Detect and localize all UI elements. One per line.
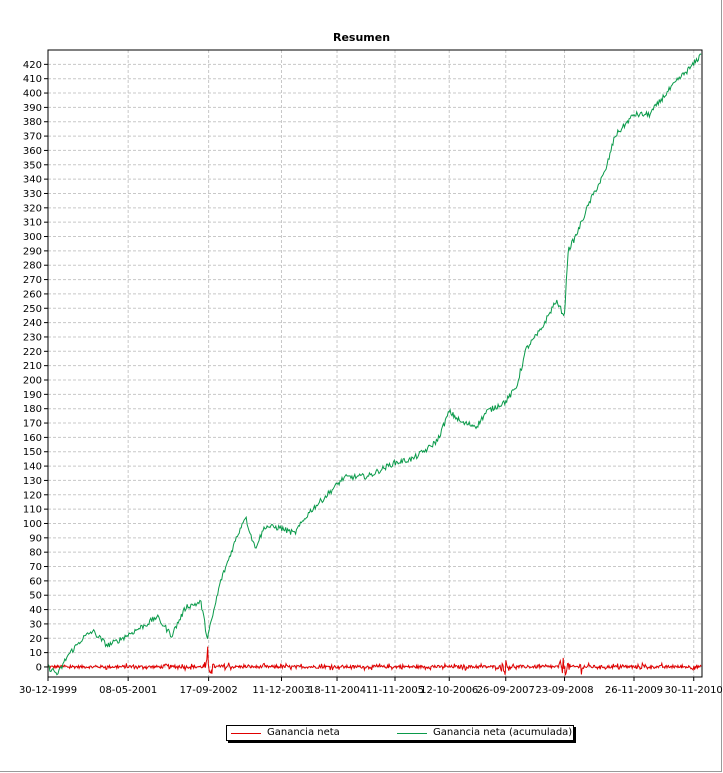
legend-label-ganancia-neta: Ganancia neta xyxy=(267,727,340,738)
plot-border xyxy=(47,49,703,678)
x-tick-label: 26-09-2007 xyxy=(477,685,535,696)
y-tick-label: 120 xyxy=(23,490,42,501)
legend-swatch-ganancia-neta xyxy=(231,733,261,734)
y-tick-label: 140 xyxy=(23,462,42,473)
y-tick-label: 100 xyxy=(23,519,42,530)
x-tick-label: 30-12-1999 xyxy=(19,685,77,696)
y-tick-label: 210 xyxy=(23,361,42,372)
y-tick-label: 220 xyxy=(23,347,42,358)
y-tick-label: 80 xyxy=(29,548,42,559)
y-tick-label: 180 xyxy=(23,404,42,415)
y-tick-label: 170 xyxy=(23,419,42,430)
y-tick-label: 410 xyxy=(23,74,42,85)
y-tick-label: 160 xyxy=(23,433,42,444)
y-tick-label: 300 xyxy=(23,232,42,243)
y-tick-label: 0 xyxy=(36,662,42,673)
y-tick-label: 40 xyxy=(29,605,42,616)
y-tick-label: 70 xyxy=(29,562,42,573)
series-ganancia-acumulada xyxy=(47,53,702,676)
y-tick-label: 230 xyxy=(23,332,42,343)
y-tick-label: 330 xyxy=(23,189,42,200)
y-tick-label: 150 xyxy=(23,447,42,458)
y-tick-label: 380 xyxy=(23,117,42,128)
x-tick-label: 30-11-2010 xyxy=(665,685,723,696)
y-tick-label: 270 xyxy=(23,275,42,286)
y-tick-label: 340 xyxy=(23,175,42,186)
y-tick-label: 130 xyxy=(23,476,42,487)
chart-legend: Ganancia neta Ganancia neta (acumulada) xyxy=(226,725,574,741)
series-ganancia-neta xyxy=(47,646,702,676)
y-tick-label: 200 xyxy=(23,376,42,387)
legend-label-ganancia-acumulada: Ganancia neta (acumulada) xyxy=(433,727,573,738)
y-tick-label: 260 xyxy=(23,289,42,300)
y-tick-label: 50 xyxy=(29,591,42,602)
y-tick-label: 360 xyxy=(23,146,42,157)
y-tick-label: 20 xyxy=(29,634,42,645)
x-tick-label: 11-11-2005 xyxy=(366,685,424,696)
y-tick-label: 90 xyxy=(29,533,42,544)
y-tick-label: 400 xyxy=(23,89,42,100)
y-tick-label: 290 xyxy=(23,246,42,257)
y-tick-label: 320 xyxy=(23,203,42,214)
x-tick-label: 08-05-2001 xyxy=(99,685,157,696)
y-tick-label: 240 xyxy=(23,318,42,329)
y-tick-label: 190 xyxy=(23,390,42,401)
y-tick-label: 60 xyxy=(29,576,42,587)
y-tick-label: 280 xyxy=(23,261,42,272)
x-tick-label: 23-09-2008 xyxy=(535,685,593,696)
y-tick-label: 250 xyxy=(23,304,42,315)
y-tick-label: 390 xyxy=(23,103,42,114)
y-tick-label: 420 xyxy=(23,60,42,71)
x-tick-label: 17-09-2002 xyxy=(180,685,238,696)
y-tick-label: 370 xyxy=(23,132,42,143)
x-tick-label: 12-10-2006 xyxy=(420,685,478,696)
x-tick-label: 11-12-2003 xyxy=(252,685,310,696)
legend-swatch-ganancia-acumulada xyxy=(397,733,427,734)
x-tick-label: 18-11-2004 xyxy=(308,685,366,696)
y-tick-label: 110 xyxy=(23,505,42,516)
plot-area xyxy=(48,50,702,677)
x-tick-label: 26-11-2009 xyxy=(605,685,663,696)
y-tick-label: 310 xyxy=(23,218,42,229)
y-tick-label: 350 xyxy=(23,160,42,171)
chart-title: Resumen xyxy=(332,31,391,44)
y-tick-label: 30 xyxy=(29,619,42,630)
y-tick-label: 10 xyxy=(29,648,42,659)
